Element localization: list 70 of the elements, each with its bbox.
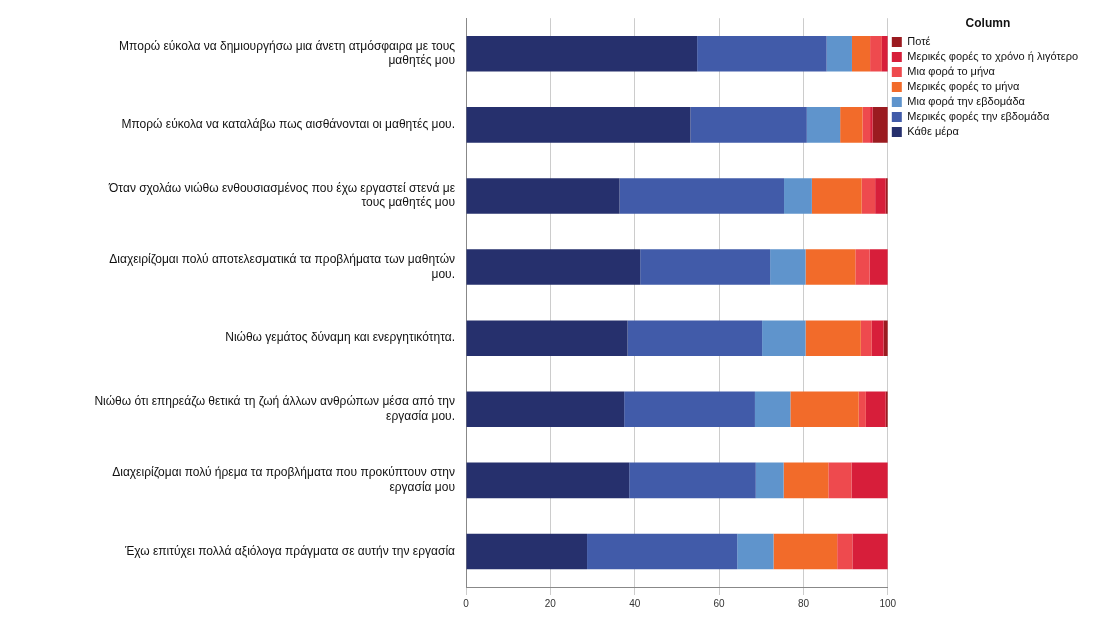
bar: [805, 249, 856, 285]
bar: [466, 533, 588, 570]
x-tick-label: 60: [713, 597, 726, 609]
y-tick-label: Διαχειρίζομαι πολύ αποτελεσματικά τα προβλήματα των μαθητών μου.: [109, 252, 455, 281]
bar: [466, 320, 628, 356]
bar: [790, 391, 859, 428]
bar: [690, 107, 807, 143]
bar: [762, 320, 806, 356]
y-tick-label: Μπορώ εύκολα να καταλάβω πως αισθάνονται οι μαθητές μου.: [121, 117, 455, 132]
bar: [840, 107, 863, 143]
bar: [587, 533, 738, 570]
bar: [619, 178, 785, 214]
legend-label: Μερικές φορές την εβδομάδα: [907, 109, 1050, 122]
bar: [466, 35, 698, 72]
bar: [466, 249, 641, 285]
bar: [851, 462, 888, 499]
bar: [826, 35, 852, 72]
bar: [858, 391, 866, 428]
bar: [737, 533, 774, 570]
bar: [865, 391, 886, 428]
legend-label: Μια φορά το μήνα: [907, 64, 996, 77]
bar: [466, 462, 630, 499]
legend-label: Ποτέ: [907, 34, 931, 47]
bar: [770, 249, 806, 285]
y-tick-label: Νιώθω γεμάτος δύναμη και ενεργητικότητα.: [225, 330, 455, 345]
bar: [784, 178, 812, 214]
bar: [624, 391, 755, 428]
bar: [755, 462, 784, 499]
bar: [855, 249, 870, 285]
y-tick-label: Νιώθω ότι επηρεάζω θετικά τη ζωή άλλων ανθρώπων μέσα από την εργασία μου.: [94, 394, 455, 423]
bar: [466, 107, 691, 143]
x-tick-label: 80: [797, 597, 810, 609]
bar: [860, 320, 872, 356]
bar: [773, 533, 838, 570]
y-tick-label: Όταν σχολάω νιώθω ενθουσιασμένος που έχω εργαστεί στενά με τους μαθητές μου: [108, 181, 456, 210]
legend-label: Μια φορά την εβδομάδα: [907, 94, 1026, 107]
y-tick-label: Μπορώ εύκολα να δημιουργήσω μια άνετη ατμόσφαιρα με τους μαθητές μου: [119, 38, 456, 68]
bar: [870, 107, 873, 143]
bar: [871, 320, 884, 356]
bar: [837, 533, 853, 570]
y-tick-label: Έχω επιτύχει πολλά αξιόλογα πράγματα σε αυτήν την εργασία: [123, 543, 456, 558]
bar: [828, 462, 852, 499]
bar: [861, 178, 876, 214]
bar: [754, 391, 791, 428]
legend-title: Column: [965, 16, 1011, 31]
bar: [811, 178, 862, 214]
x-tick-label: 0: [463, 597, 470, 609]
legend-label: Μερικές φορές το χρόνο ή λιγότερο: [907, 49, 1079, 62]
x-tick-label: 20: [544, 597, 557, 609]
y-tick-label: Διαχειρίζομαι πολύ ήρεμα τα προβλήματα που προκύπτουν στην εργασία μου: [112, 465, 455, 494]
bar: [466, 391, 625, 428]
bar: [640, 249, 771, 285]
x-tick-label: 100: [879, 597, 897, 609]
bar: [869, 249, 888, 285]
bar: [851, 35, 871, 72]
legend-label: Μερικές φορές το μήνα: [907, 79, 1020, 92]
x-tick-label: 40: [629, 597, 641, 609]
bar: [783, 462, 829, 499]
bar: [627, 320, 763, 356]
bar: [875, 178, 886, 214]
bar: [872, 107, 888, 143]
bar: [805, 320, 861, 356]
legend-label: Κάθε μέρα: [907, 124, 960, 137]
bar: [697, 35, 827, 72]
bar: [852, 533, 888, 570]
bar: [629, 462, 756, 499]
bar: [862, 107, 871, 143]
bar: [870, 35, 882, 72]
bar: [806, 107, 841, 143]
bar: [466, 178, 620, 214]
